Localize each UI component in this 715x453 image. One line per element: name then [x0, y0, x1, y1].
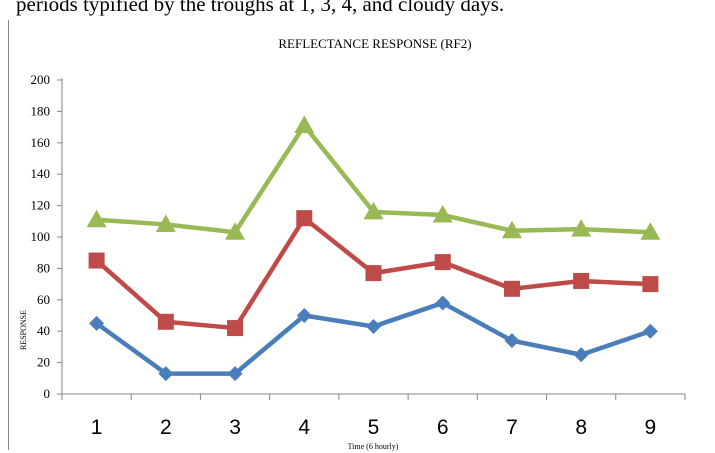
series-3-point — [86, 209, 107, 228]
series-2-point — [227, 320, 244, 337]
y-tick-label: 140 — [31, 166, 51, 181]
series-1-point — [642, 323, 658, 339]
series-2-point — [88, 252, 105, 269]
series-2-point — [365, 265, 382, 282]
series-1-point — [435, 295, 451, 311]
caption-text: periods typified by the troughs at 1, 3,… — [16, 0, 505, 16]
series-2-point — [642, 276, 659, 293]
y-tick-label: 0 — [44, 386, 51, 401]
series-3-point — [363, 201, 384, 220]
series-1 — [89, 295, 658, 382]
x-tick-label: 6 — [437, 416, 449, 439]
y-axis-label: RESPONSE — [19, 310, 28, 350]
x-tick-label: 2 — [160, 416, 172, 439]
series-2-point — [503, 280, 520, 297]
series-3-point — [571, 219, 592, 237]
y-tick-label: 80 — [37, 260, 50, 275]
chart-frame-edge — [8, 20, 9, 450]
y-tick-label: 120 — [31, 198, 51, 213]
series-3-point — [155, 214, 176, 232]
series-3-point — [501, 220, 522, 239]
series-2-point — [434, 254, 451, 271]
series-3 — [86, 115, 661, 240]
series-3-point — [294, 115, 315, 134]
y-tick-label: 160 — [31, 135, 51, 150]
x-tick-label: 1 — [91, 416, 103, 439]
series-2-point — [157, 313, 174, 330]
series-1-line — [94, 300, 653, 376]
series-1-point — [227, 366, 243, 382]
series-3-point — [225, 222, 246, 240]
x-axis-label: Time (6 hourly) — [348, 442, 399, 451]
x-tick-label: 5 — [368, 416, 380, 439]
y-tick-label: 200 — [31, 72, 51, 87]
y-tick-label: 180 — [31, 103, 51, 118]
x-tick-label: 3 — [229, 416, 241, 439]
series-1-point — [573, 347, 589, 363]
x-tick-label: 4 — [298, 416, 310, 439]
x-tick-label: 7 — [506, 416, 518, 439]
series-1-point — [504, 333, 520, 349]
series-1-point — [296, 308, 312, 323]
x-tick-label: 9 — [645, 416, 657, 439]
y-tick-label: 100 — [31, 229, 51, 244]
series-2 — [88, 210, 659, 337]
y-tick-label: 20 — [37, 355, 50, 370]
series-1-point — [158, 366, 174, 382]
series-1-point — [366, 318, 381, 334]
series-2-point — [296, 210, 313, 227]
y-tick-label: 60 — [37, 292, 50, 307]
series-2-point — [573, 272, 590, 289]
y-tick-label: 40 — [37, 323, 50, 338]
x-tick-label: 8 — [575, 416, 587, 439]
series-3-point — [640, 222, 661, 240]
chart-title: REFLECTANCE RESPONSE (RF2) — [278, 36, 471, 51]
series-3-point — [432, 205, 453, 223]
series-1-point — [89, 315, 105, 331]
